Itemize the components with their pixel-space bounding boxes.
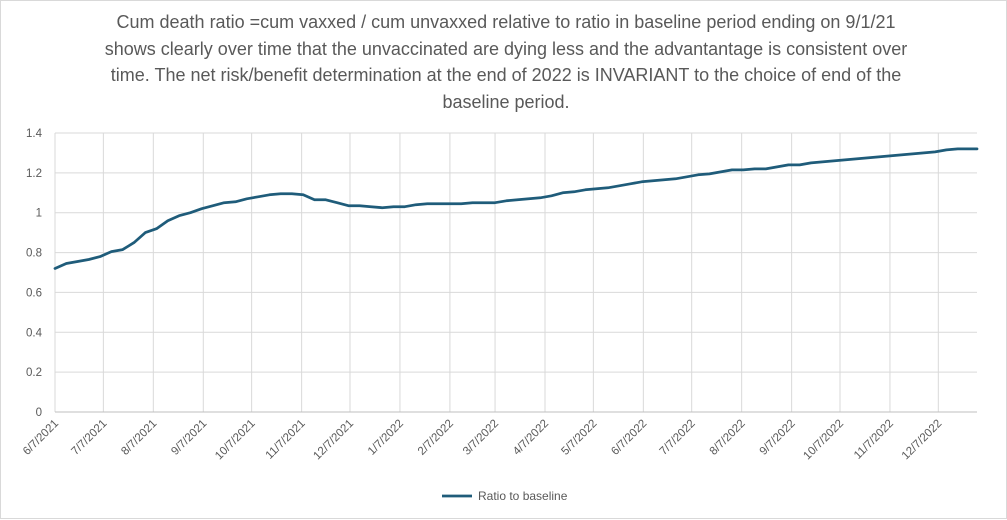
x-tick-label: 11/7/2021 [264, 418, 308, 462]
y-tick-label: 0.8 [26, 248, 42, 260]
y-tick-label: 0.6 [26, 287, 42, 299]
x-tick-label: 9/7/2022 [758, 418, 798, 458]
x-tick-label: 7/7/2021 [69, 418, 109, 458]
x-tick-label: 4/7/2022 [511, 418, 551, 458]
x-tick-label: 8/7/2022 [708, 418, 748, 458]
y-tick-label: 1 [36, 208, 42, 220]
x-tick-label: 8/7/2021 [119, 418, 159, 458]
x-tick-label: 12/7/2022 [900, 418, 945, 463]
x-tick-label: 7/7/2022 [658, 418, 698, 458]
x-tick-label: 12/7/2021 [311, 418, 356, 463]
x-tick-label: 9/7/2021 [169, 418, 209, 458]
y-tick-label: 1.2 [26, 168, 42, 180]
y-tick-label: 0.2 [26, 367, 42, 379]
series-line [53, 147, 979, 270]
x-tick-label: 6/7/2022 [609, 418, 649, 458]
x-tick-label: 10/7/2022 [801, 418, 846, 463]
x-tick-label: 11/7/2022 [852, 418, 896, 462]
x-tick-label: 1/7/2022 [366, 418, 406, 458]
x-tick-label: 6/7/2021 [21, 418, 61, 458]
legend-label: Ratio to baseline [478, 489, 568, 503]
y-tick-label: 1.4 [26, 128, 43, 140]
x-tick-label: 3/7/2022 [461, 418, 501, 458]
x-tick-label: 2/7/2022 [416, 418, 456, 458]
y-tick-label: 0 [36, 407, 42, 419]
x-tick-label: 5/7/2022 [559, 418, 599, 458]
y-tick-label: 0.4 [26, 327, 43, 339]
x-tick-label: 10/7/2021 [213, 418, 258, 463]
chart-title: Cum death ratio =cum vaxxed / cum unvaxx… [104, 12, 908, 112]
